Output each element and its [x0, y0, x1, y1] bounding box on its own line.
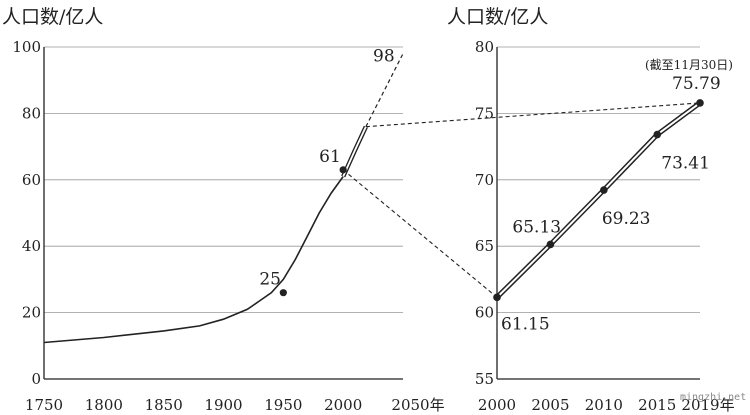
- zoom-connectors: [342, 102, 701, 298]
- right-series-line-inner: [496, 102, 701, 299]
- left-x-tick-label: 1750: [25, 396, 63, 414]
- right-data-label: 65.13: [512, 217, 561, 237]
- connector-upper: [365, 102, 701, 128]
- projection-end-label: 98: [373, 47, 395, 67]
- right-y-axis-title: 人口数/亿人: [447, 6, 548, 28]
- right-tick-labels: 55 60 65 70 75 80 2000 2005 2010 2015 2019年: [475, 38, 735, 414]
- left-x-tick-label: 1850: [145, 396, 183, 414]
- left-data-label: 61: [319, 147, 341, 167]
- left-data-label: 25: [259, 270, 281, 290]
- right-y-tick-label: 60: [475, 304, 494, 322]
- right-data-point: [493, 293, 501, 302]
- left-data-point: [339, 166, 347, 174]
- right-data-point: [546, 240, 555, 249]
- right-x-tick-label: 2005: [531, 396, 569, 414]
- date-annotation: (截至11月30日): [645, 58, 733, 72]
- left-points: 25 61: [259, 147, 347, 297]
- right-x-tick-label: 2010: [585, 396, 623, 414]
- left-y-tick-label: 0: [31, 370, 41, 388]
- left-tick-labels: 0 20 40 60 80 100 1750 1800 1850 1900 1950 2000 2050…: [12, 38, 444, 414]
- right-data-point: [696, 99, 704, 107]
- left-series-line: [43, 176, 344, 344]
- right-data-label: 61.15: [501, 314, 550, 334]
- left-y-axis-title: 人口数/亿人: [2, 6, 103, 28]
- left-x-tick-label: 2050年: [391, 396, 444, 414]
- right-y-tick-label: 80: [475, 38, 494, 56]
- left-x-tick-label: 1900: [204, 396, 242, 414]
- left-y-tick-label: 80: [22, 104, 41, 122]
- left-y-tick-label: 40: [22, 237, 41, 255]
- right-y-tick-label: 55: [475, 370, 494, 388]
- right-x-tick-label: 2000: [478, 396, 516, 414]
- right-gridlines: [497, 46, 700, 314]
- right-data-label: 69.23: [602, 209, 651, 229]
- right-y-tick-label: 70: [475, 171, 494, 189]
- left-gridlines: [44, 46, 403, 314]
- left-x-tick-label: 1950: [264, 396, 302, 414]
- connector-lower: [342, 169, 498, 298]
- left-y-tick-label: 60: [22, 171, 41, 189]
- right-x-tick-label: 2015: [638, 396, 676, 414]
- right-data-label: 73.41: [661, 154, 710, 174]
- right-data-point: [653, 130, 662, 139]
- right-x-tick-label: 2019年: [681, 396, 734, 414]
- left-series-recent-segment-inner: [342, 126, 367, 177]
- left-data-point: [279, 289, 287, 297]
- right-data-label: 75.79: [672, 74, 721, 94]
- right-points: 61.15 65.13 69.23 73.41 75.79: [493, 74, 721, 334]
- watermark: mingzhi.net: [680, 392, 746, 403]
- left-y-tick-label: 20: [22, 304, 41, 322]
- right-y-tick-label: 75: [475, 104, 494, 122]
- right-data-point: [600, 186, 608, 194]
- left-x-tick-label: 1800: [85, 396, 123, 414]
- right-y-tick-label: 65: [475, 237, 494, 255]
- left-x-tick-label: 2000: [324, 396, 362, 414]
- left-y-tick-label: 100: [12, 38, 41, 56]
